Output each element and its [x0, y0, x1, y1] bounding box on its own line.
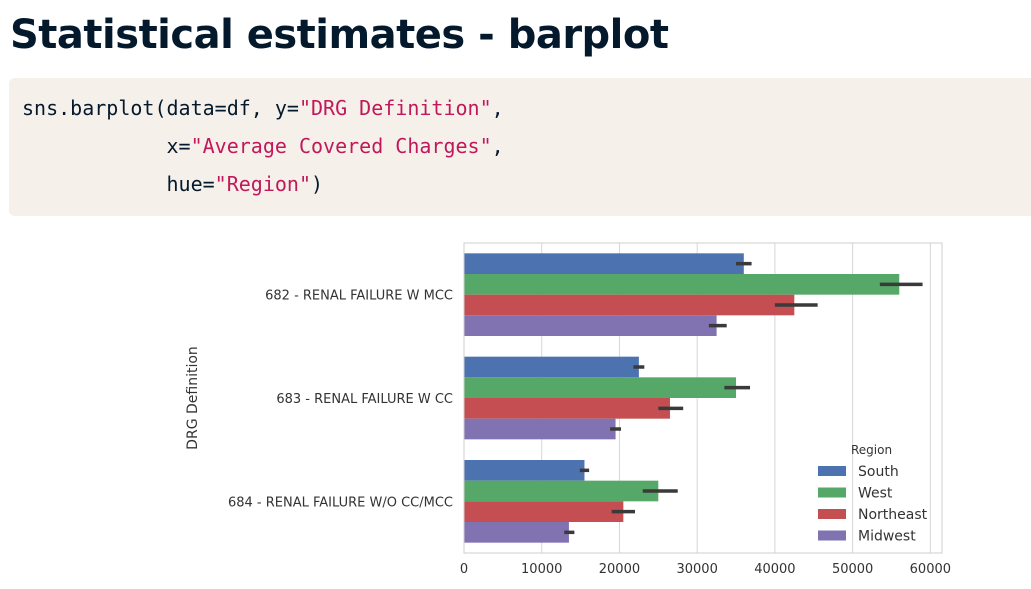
bar [464, 418, 616, 440]
legend-swatch [818, 530, 846, 541]
code-token: ) [310, 172, 324, 196]
x-tick-label: 60000 [910, 562, 951, 577]
bar [464, 398, 670, 419]
code-token: x= [22, 134, 191, 158]
y-tick-label: 682 - RENAL FAILURE W MCC [265, 289, 453, 304]
legend-title: Region [851, 443, 892, 457]
bar [464, 377, 737, 398]
code-token: sns.barplot(data=df, y= [22, 96, 299, 120]
barplot-chart: 682 - RENAL FAILURE W MCC 683 - RENAL FAI… [185, 242, 951, 577]
bar [464, 274, 900, 295]
bar [464, 356, 639, 378]
bar [464, 253, 744, 274]
legend-label: West [858, 486, 893, 502]
code-token: , [491, 134, 504, 158]
legend-swatch [818, 487, 846, 498]
code-string-token: "DRG Definition" [298, 96, 492, 120]
y-tick-label: 683 - RENAL FAILURE W CC [276, 392, 453, 407]
code-token: hue= [22, 172, 215, 196]
code-string-token: "Region" [214, 172, 311, 196]
bar [464, 480, 659, 502]
plot-frame [463, 242, 943, 554]
code-line: hue="Region") [22, 170, 1031, 208]
legend-swatch [818, 466, 846, 476]
y-axis-label: DRG Definition [185, 346, 201, 450]
x-tick-label: 0 [460, 562, 468, 577]
code-block: sns.barplot(data=df, y="DRG Definition",… [9, 78, 1031, 216]
code-line: sns.barplot(data=df, y="DRG Definition", [22, 94, 1031, 132]
y-tick-label: 684 - RENAL FAILURE W/O CC/MCC [228, 495, 453, 510]
code-line: x="Average Covered Charges", [22, 132, 1031, 170]
x-tick-label: 20000 [599, 562, 640, 577]
code-string-token: "Average Covered Charges" [190, 134, 492, 158]
x-tick-label: 50000 [832, 562, 873, 577]
x-tick-label: 10000 [521, 562, 562, 577]
legend-label: Midwest [858, 529, 916, 545]
bar [464, 294, 795, 316]
bar [464, 522, 569, 543]
legend-label: South [858, 464, 899, 480]
legend-swatch [818, 509, 846, 519]
bar [464, 315, 717, 336]
bar [464, 460, 585, 481]
x-tick-label: 40000 [754, 562, 795, 577]
bar [464, 501, 624, 522]
code-token: , [491, 96, 504, 120]
legend-label: Northeast [858, 507, 928, 523]
x-tick-label: 30000 [676, 562, 717, 577]
slide-title: Statistical estimates - barplot [10, 12, 669, 58]
